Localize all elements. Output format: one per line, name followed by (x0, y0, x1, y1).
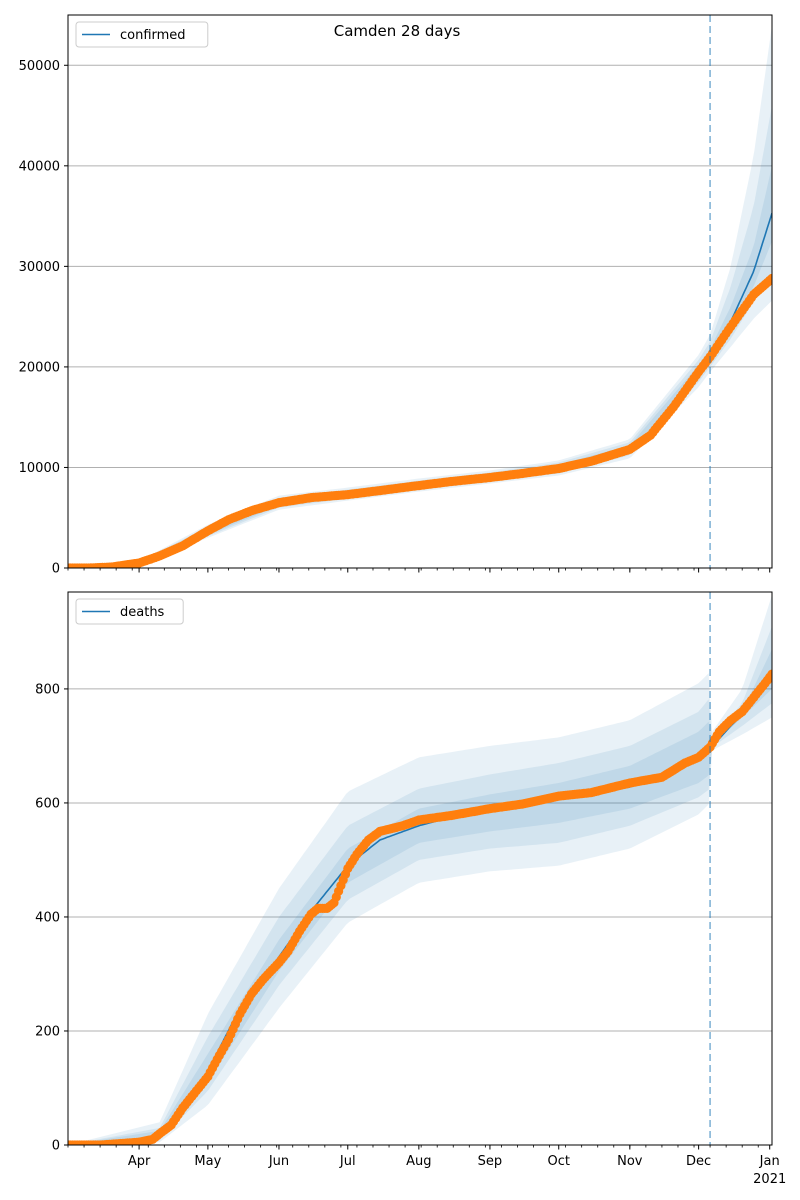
x-tick-label: Jun (268, 1154, 289, 1169)
axes-frame (67, 14, 773, 569)
y-tick-label: 10000 (19, 461, 60, 476)
x-axis (67, 568, 771, 573)
legend-label: deaths (120, 605, 165, 620)
confirmed-panel: 0 10000 20000 30000 40000 50000 confirmed (19, 14, 773, 577)
y-tick-label: 40000 (19, 159, 60, 174)
y-gridlines (68, 688, 772, 1032)
y-tick-label: 30000 (19, 260, 60, 275)
axes-frame (67, 591, 773, 1146)
confirmed-observed-points (68, 273, 772, 568)
confidence-band-3 (68, 649, 772, 1145)
y-tick-label: 400 (35, 910, 60, 925)
y-tick-label: 50000 (19, 59, 60, 74)
x-tick-label: Sep (478, 1154, 503, 1169)
deaths-panel: 0 200 400 600 800 Apr May Jun Jul Aug Sep Oct Nov Dec… (35, 591, 786, 1187)
y-tick-label: 0 (52, 1139, 60, 1154)
confirmed-legend: confirmed (75, 21, 209, 48)
x-tick-label: Dec (686, 1154, 711, 1169)
y-tick-label: 800 (35, 682, 60, 697)
x-tick-label: Oct (547, 1154, 569, 1169)
x-tick-label: Jul (339, 1154, 356, 1169)
y-gridlines (68, 64, 772, 468)
legend-label: confirmed (120, 28, 186, 43)
x-axis: Apr May Jun Jul Aug Sep Oct Nov Dec Jan 2021 (67, 1145, 786, 1187)
legend-box (75, 21, 209, 48)
confidence-band-2 (68, 105, 772, 568)
y-tick-label: 20000 (19, 360, 60, 375)
y-tick-label: 600 (35, 796, 60, 811)
observed-point (767, 669, 772, 679)
legend-box (75, 598, 184, 625)
x-year-label: 2021 (753, 1172, 786, 1187)
x-tick-label: Jan (759, 1154, 780, 1169)
x-tick-label: Aug (406, 1154, 431, 1169)
x-tick-label: May (194, 1154, 221, 1169)
y-tick-label: 0 (52, 562, 60, 577)
confidence-band-1 (68, 594, 772, 1145)
x-tick-label: Nov (617, 1154, 643, 1169)
y-axis: 0 10000 20000 30000 40000 50000 (19, 59, 68, 577)
x-tick-label: Apr (128, 1154, 151, 1169)
deaths-legend: deaths (75, 598, 184, 625)
deaths-observed-points (68, 669, 772, 1145)
chart-title: Camden 28 days (334, 22, 461, 40)
y-axis: 0 200 400 600 800 (35, 682, 68, 1154)
observed-point (767, 273, 772, 283)
y-tick-label: 200 (35, 1024, 60, 1039)
